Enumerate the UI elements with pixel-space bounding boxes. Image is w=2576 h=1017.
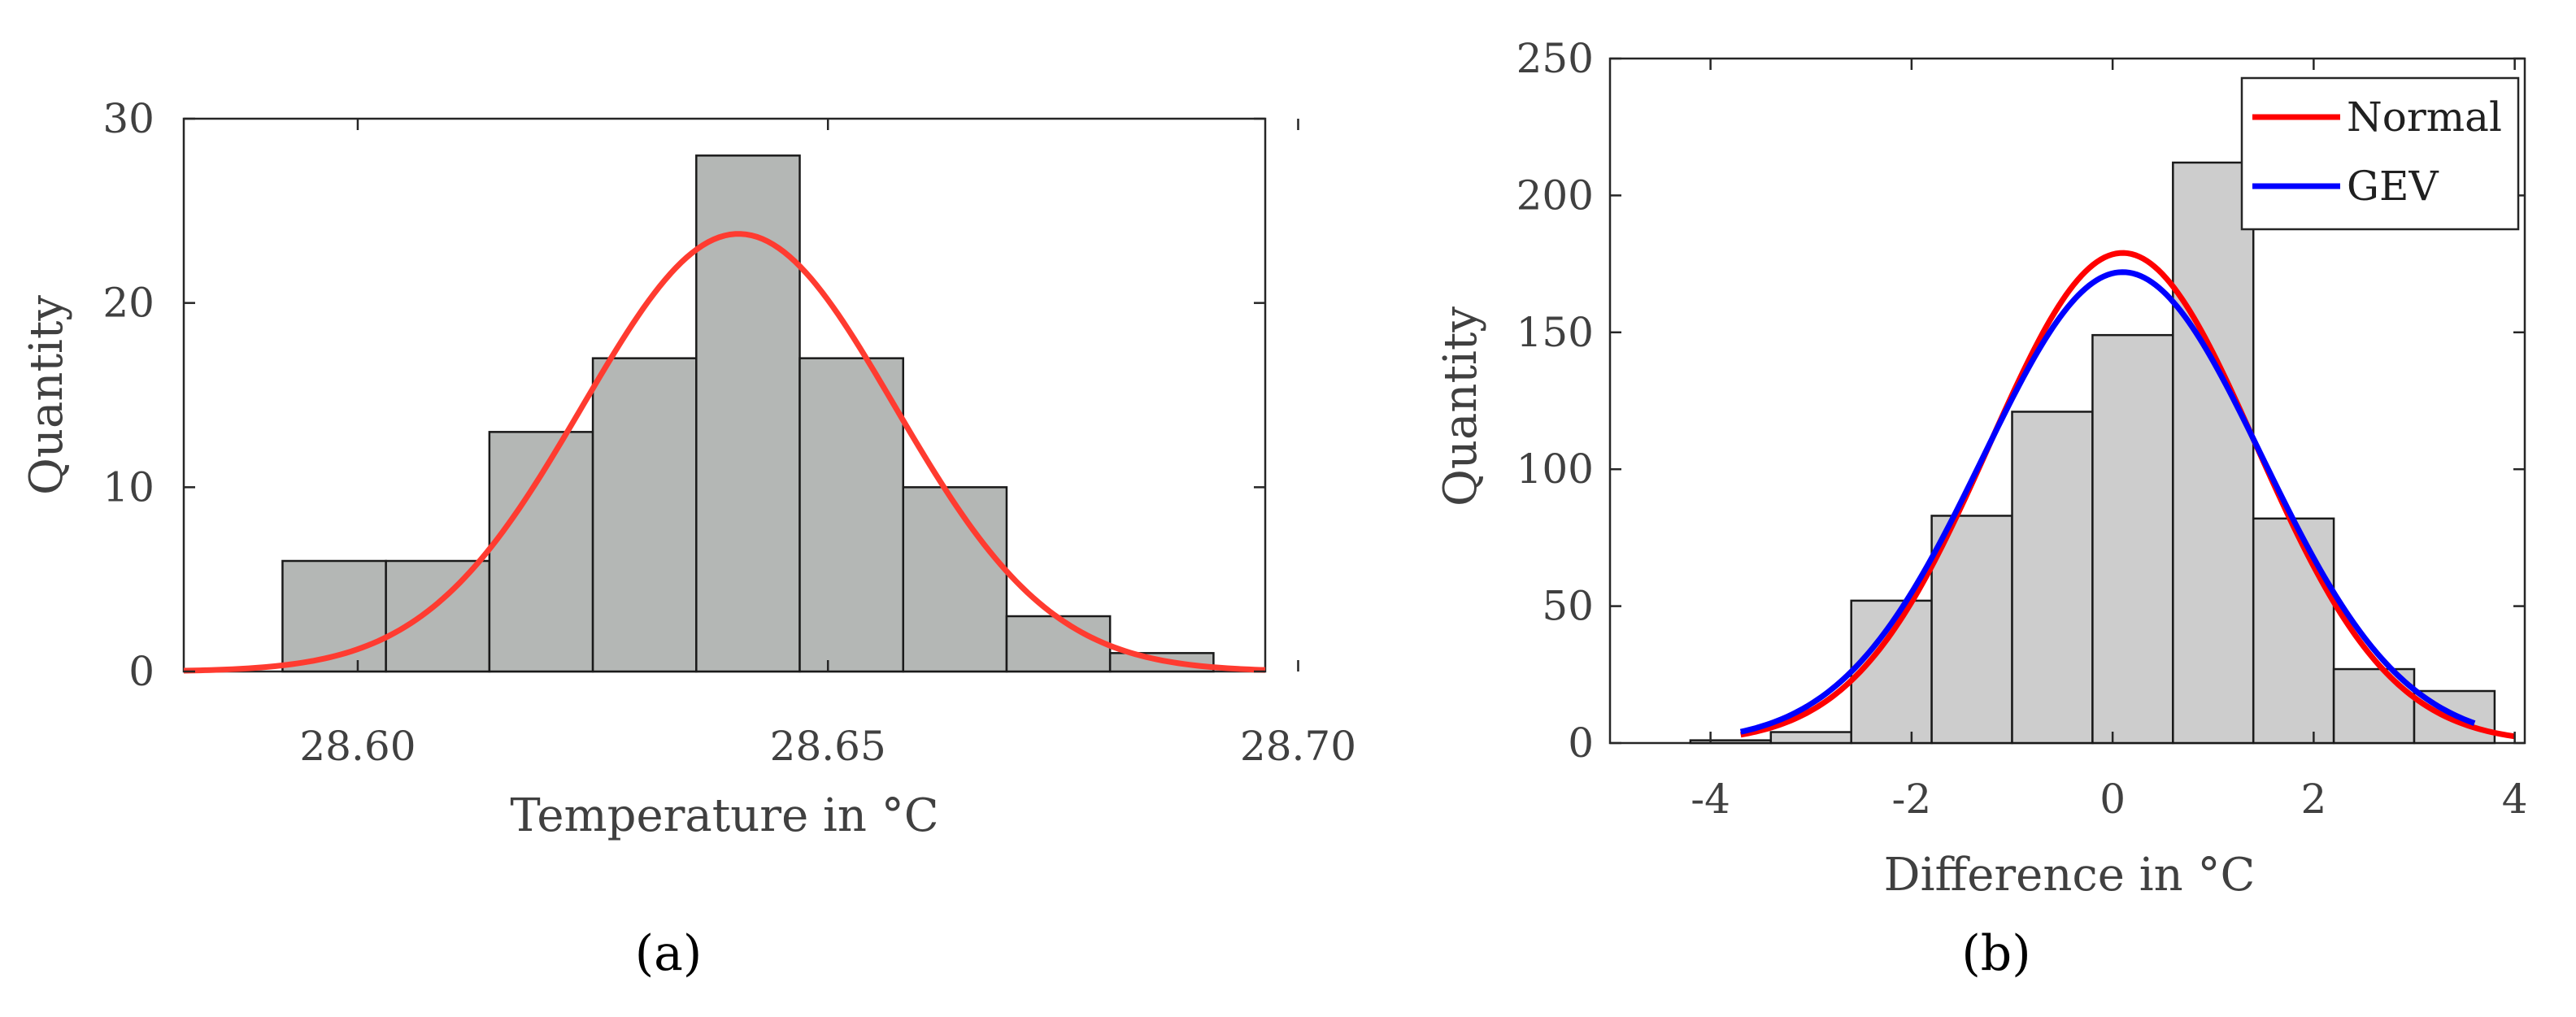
x-tick-label: 4 xyxy=(2502,776,2528,823)
histogram-bar xyxy=(591,357,698,673)
y-tick-label: 30 xyxy=(102,95,154,142)
x-tick-label: -2 xyxy=(1892,776,1932,823)
x-tick-label: -4 xyxy=(1690,776,1730,823)
y-tick-label: 100 xyxy=(1516,445,1594,493)
panel-a-ticks: 28.60 28.65 28.70 0 10 20 30 xyxy=(102,95,1356,770)
x-tick-label: 28.60 xyxy=(299,723,416,770)
panel-b-legend-box xyxy=(2240,76,2520,231)
histogram-bar xyxy=(2091,333,2174,745)
x-tick-label: 2 xyxy=(2300,776,2326,823)
panel-b-normal-curve xyxy=(1740,250,2516,740)
histogram-bar xyxy=(902,486,1008,673)
histogram-bar xyxy=(2252,517,2335,745)
histogram-bar xyxy=(1769,731,1852,745)
histogram-bar xyxy=(1689,739,1773,745)
x-tick-label: 28.70 xyxy=(1240,723,1356,770)
panel-b-y-axis-label: Quantity xyxy=(1434,306,1487,506)
panel-b-x-axis-label: Difference in °C xyxy=(1884,849,2256,902)
panel-a: 28.60 28.65 28.70 0 10 20 30 Temperature in °C… xyxy=(20,95,1356,982)
panel-a-y-axis-label: Quantity xyxy=(20,295,73,495)
panel-b-legend: Normal GEV xyxy=(2240,76,2520,231)
histogram-bar xyxy=(2011,411,2094,745)
histogram-bar xyxy=(385,559,491,673)
x-tick-label: 28.65 xyxy=(770,723,886,770)
panel-a-label: (a) xyxy=(635,925,703,982)
panel-b-gev-curve xyxy=(1739,269,2476,735)
histogram-bar xyxy=(1930,515,2013,745)
legend-label-normal: Normal xyxy=(2347,93,2502,141)
histogram-bar xyxy=(281,559,387,673)
y-tick-label: 150 xyxy=(1516,309,1594,356)
panel-a-x-axis-label: Temperature in °C xyxy=(510,789,938,842)
y-tick-label: 200 xyxy=(1516,172,1594,219)
y-tick-label: 20 xyxy=(102,280,154,327)
y-tick-label: 0 xyxy=(128,648,154,695)
y-tick-label: 0 xyxy=(1568,719,1594,767)
legend-label-gev: GEV xyxy=(2347,163,2439,210)
panel-b-ticks: -4 -2 0 2 4 0 50 100 150 200 250 xyxy=(1516,35,2528,823)
histogram-bar xyxy=(798,357,904,673)
histogram-bar xyxy=(488,431,594,673)
histogram-bar xyxy=(1005,615,1112,673)
y-tick-label: 10 xyxy=(102,463,154,511)
y-tick-label: 250 xyxy=(1516,35,1594,82)
panel-b-bars xyxy=(1689,161,2496,745)
panel-a-normal-curve xyxy=(183,231,1266,674)
y-tick-label: 50 xyxy=(1542,583,1594,630)
histogram-bar xyxy=(2172,161,2255,745)
panel-b-label: (b) xyxy=(1961,925,2030,982)
x-tick-label: 0 xyxy=(2100,776,2126,823)
